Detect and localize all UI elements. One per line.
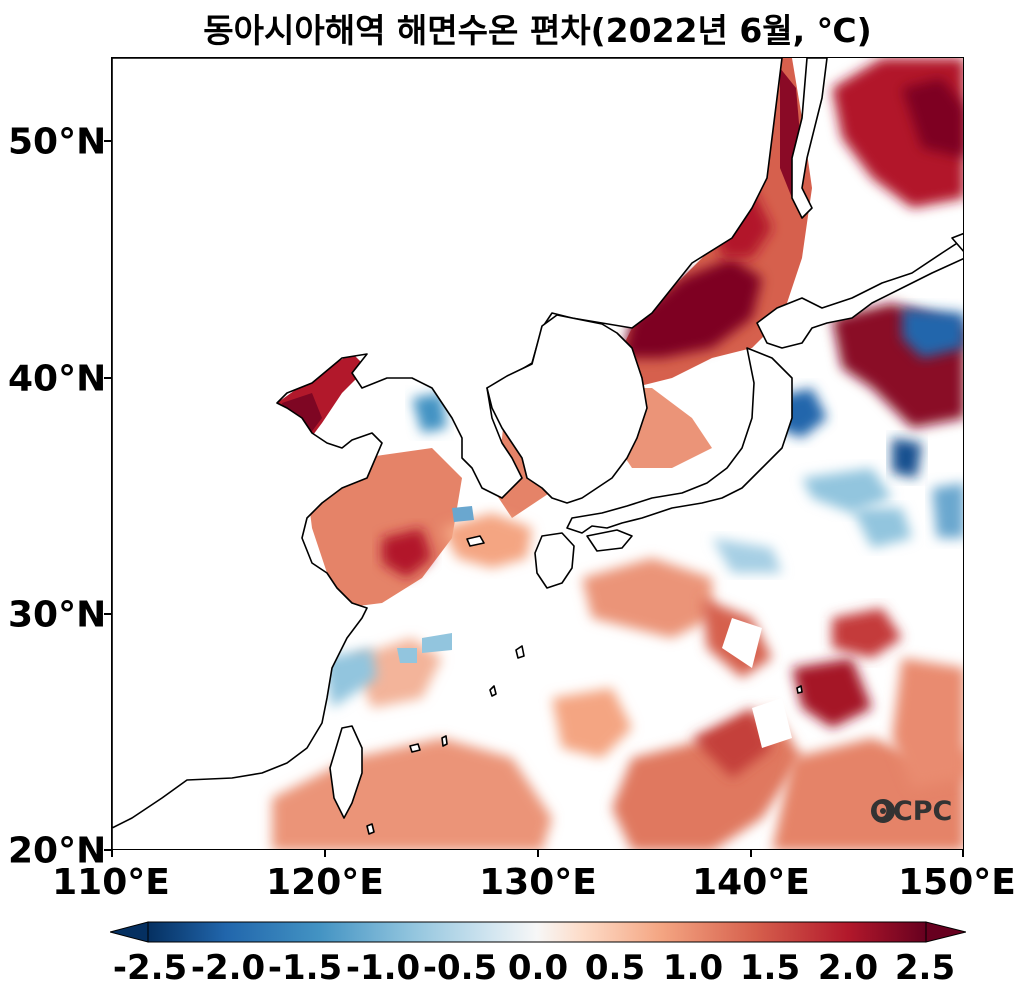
sst-anomaly-map	[111, 57, 964, 850]
map-title: 동아시아해역 해면수온 편차(2022년 6월, ℃)	[203, 11, 872, 50]
lon-tick	[324, 850, 326, 857]
lat-tick	[104, 377, 111, 379]
colorbar-label: 0.5	[584, 948, 646, 988]
lat-label-40: 40°N	[8, 358, 107, 400]
colorbar	[110, 921, 966, 943]
lon-tick	[537, 850, 539, 857]
ocpc-logo-mark	[871, 799, 895, 823]
colorbar-label: -0.5	[422, 948, 498, 988]
colorbar-extend-low	[110, 921, 149, 943]
colorbar-label: 1.5	[739, 948, 801, 988]
lat-label-30: 30°N	[8, 594, 107, 636]
colorbar-label: 2.0	[817, 948, 879, 988]
lon-label-150: 150°E	[898, 862, 1016, 903]
colorbar-extend-high	[925, 921, 966, 943]
map-canvas	[112, 58, 963, 849]
lon-label-120: 120°E	[266, 862, 384, 903]
lat-label-20: 20°N	[8, 830, 107, 872]
ocpc-logo: OCPC	[870, 796, 953, 827]
colorbar-label: -2.0	[190, 948, 266, 988]
lon-label-130: 130°E	[479, 862, 597, 903]
colorbar-label: -1.0	[345, 948, 421, 988]
colorbar-body	[147, 921, 927, 943]
colorbar-label: -2.5	[112, 948, 188, 988]
lat-tick	[104, 140, 111, 142]
lat-tick	[104, 849, 111, 851]
lon-tick	[750, 850, 752, 857]
lat-tick	[104, 613, 111, 615]
lon-label-140: 140°E	[692, 862, 810, 903]
lon-label-110: 110°E	[52, 862, 170, 903]
coastline	[112, 58, 963, 849]
lon-tick	[111, 850, 113, 857]
lat-label-50: 50°N	[8, 121, 107, 163]
colorbar-label: 1.0	[662, 948, 724, 988]
colorbar-label: 2.5	[894, 948, 956, 988]
colorbar-label: -1.5	[267, 948, 343, 988]
lon-tick	[962, 850, 964, 857]
colorbar-label: 0.0	[507, 948, 569, 988]
